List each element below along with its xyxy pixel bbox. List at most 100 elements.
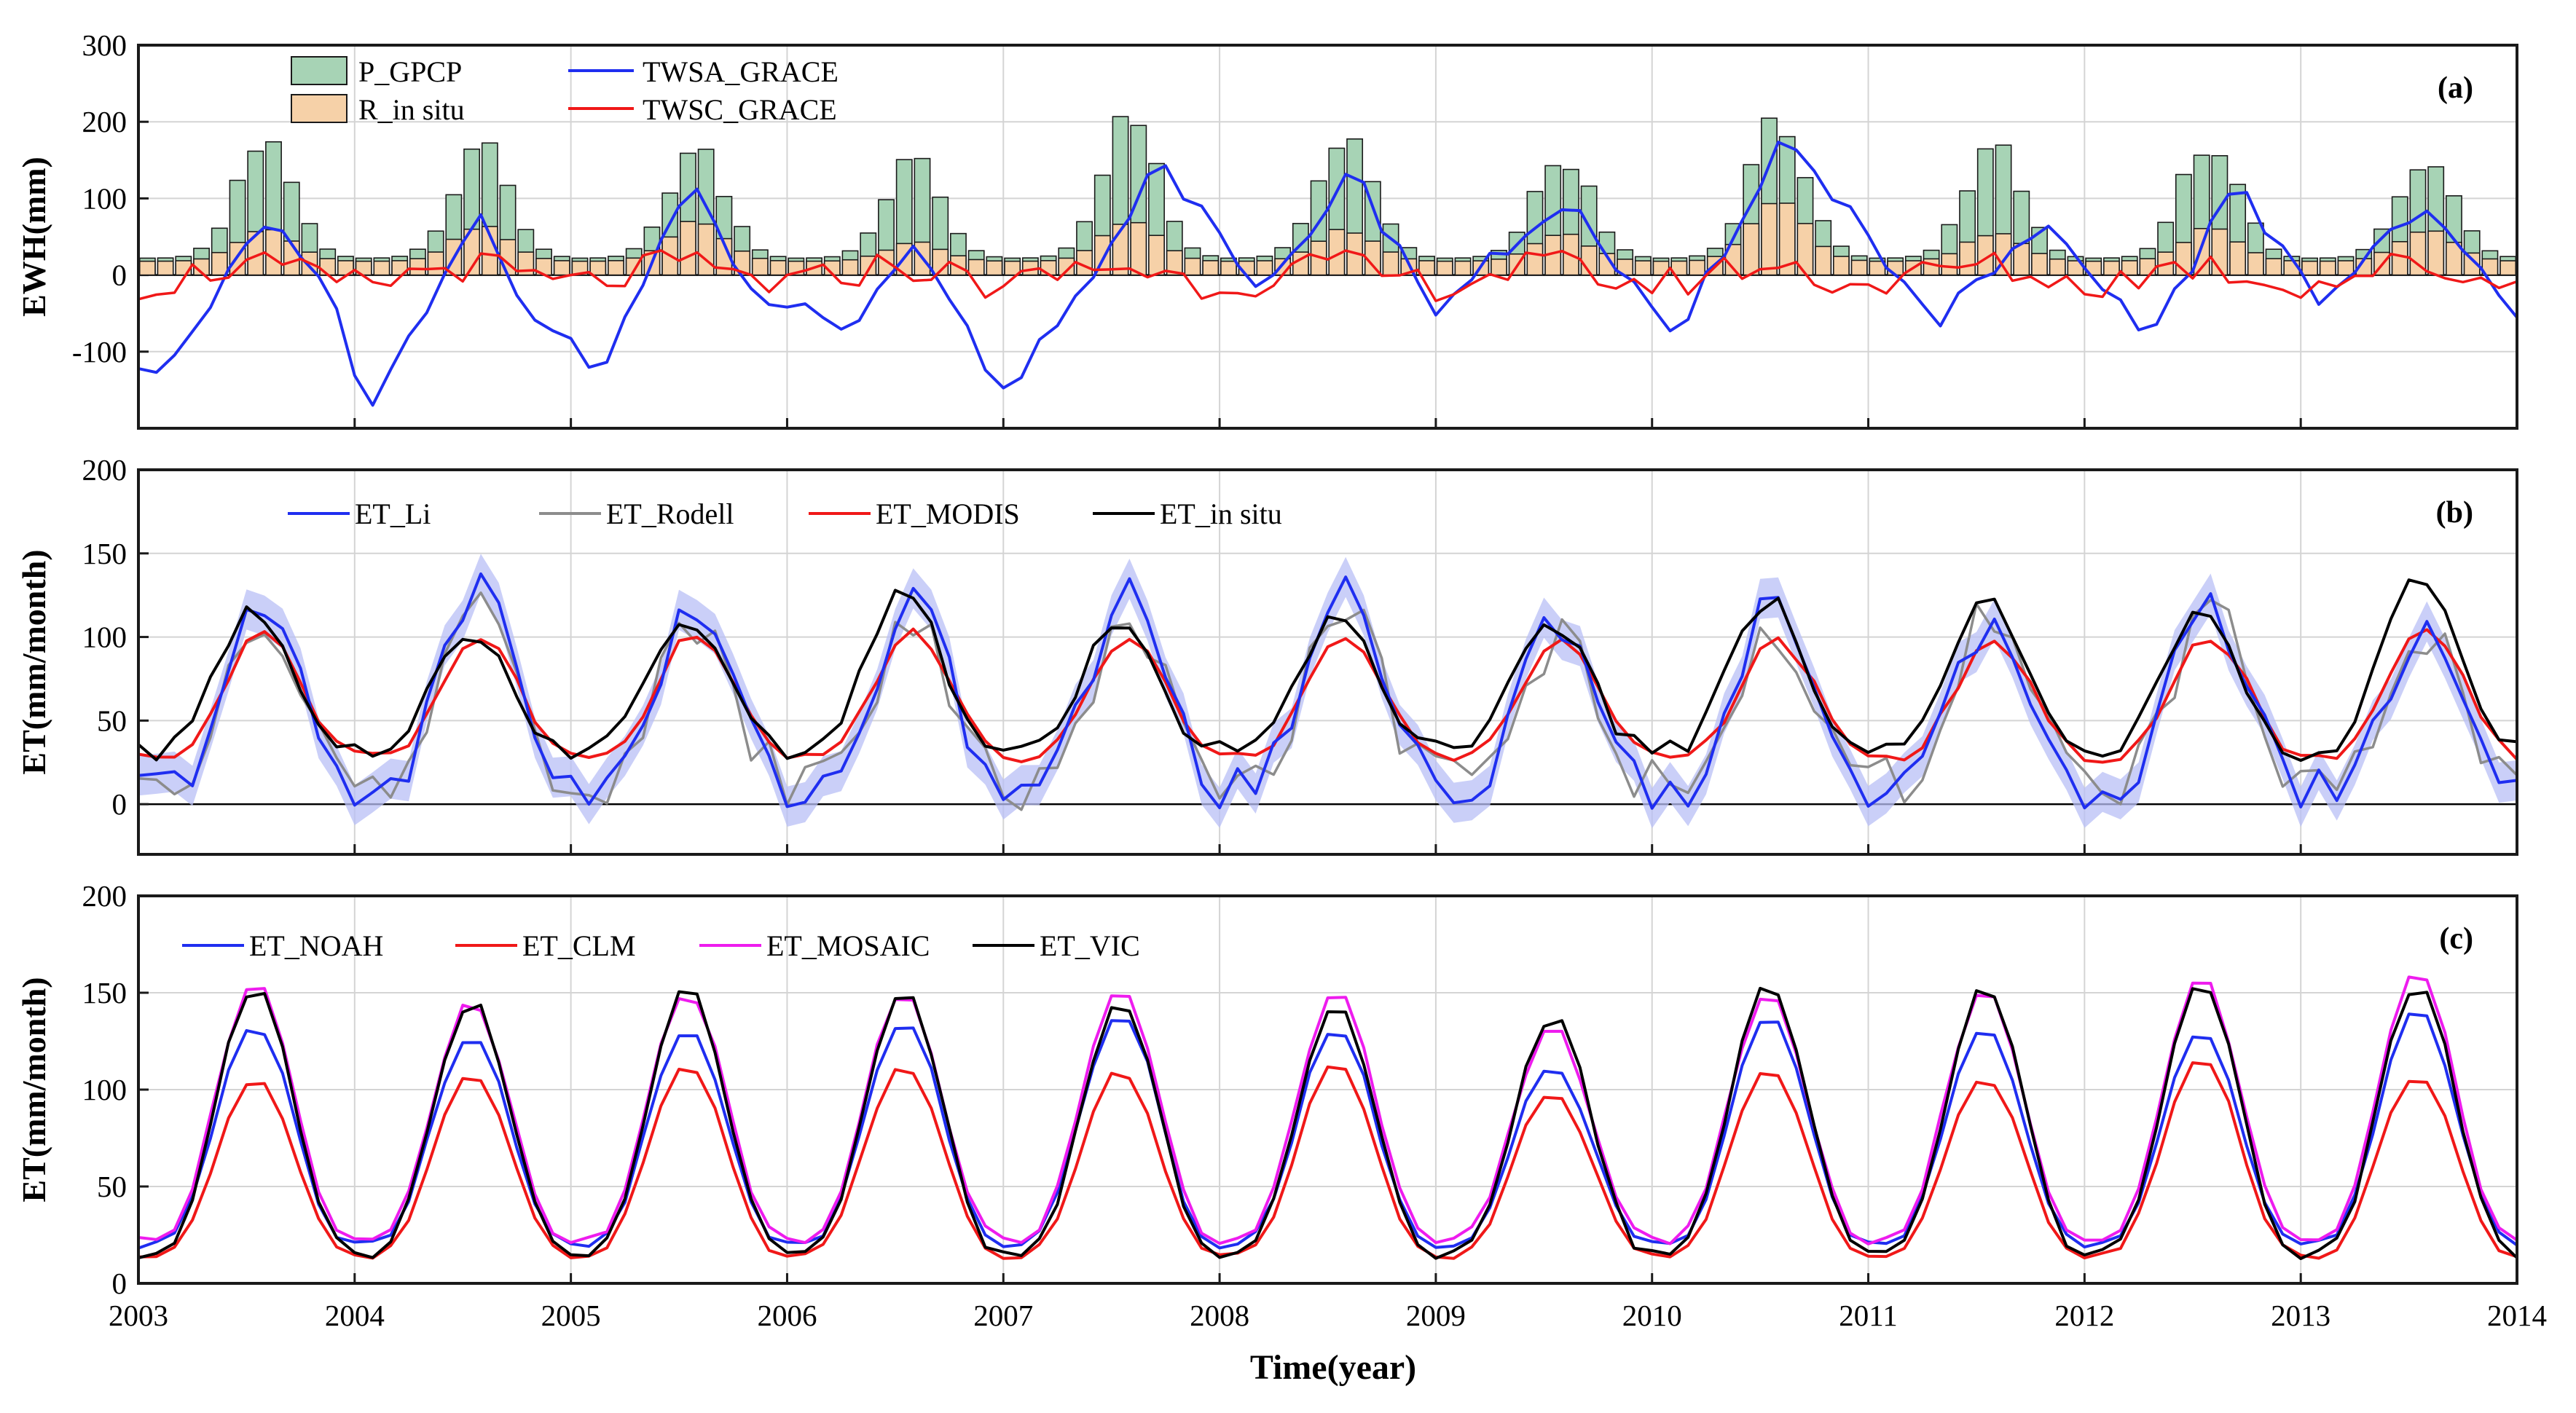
- bar-r-in-situ: [967, 259, 985, 276]
- bar-r-in-situ: [1004, 260, 1021, 276]
- bar-r-in-situ: [1436, 260, 1453, 276]
- bar-r-in-situ: [1130, 221, 1147, 276]
- legend-label: TWSC_GRACE: [643, 93, 837, 126]
- bar-r-in-situ: [2265, 258, 2282, 276]
- bar-r-in-situ: [427, 251, 444, 276]
- legend-label: ET_Li: [355, 497, 431, 530]
- series-et-in-situ: [137, 578, 2518, 762]
- legend-label: ET_Rodell: [606, 497, 734, 530]
- x-tick-label: 2005: [541, 1299, 601, 1332]
- band-et-li: [138, 554, 2517, 829]
- panel-a: -100 0 100 200 300 EWH(mm) (a) P_GPCP R_in situ T…: [15, 28, 2518, 430]
- bar-r-in-situ: [589, 260, 607, 276]
- legend-swatch: [291, 56, 347, 85]
- bar-r-in-situ: [1598, 253, 1616, 276]
- bar-r-in-situ: [1850, 259, 1868, 276]
- series-et-li: [138, 572, 2518, 810]
- panel-b: 0 50 100 150 200 ET(mm/month) (b) ET_Li ET_Rodel…: [15, 453, 2518, 856]
- legend-label: ET_MOSAIC: [766, 929, 930, 962]
- bar-r-in-situ: [986, 260, 1003, 276]
- bar-r-in-situ: [2445, 241, 2462, 276]
- y-tick-label: -100: [72, 335, 127, 369]
- bar-r-in-situ: [769, 260, 787, 276]
- bar-r-in-situ: [571, 260, 589, 276]
- panel-c: 0 50 100 150 200 ET(mm/month) (c) 2003 2004 2005 2…: [15, 879, 2547, 1332]
- series-et-vic: [138, 986, 2518, 1260]
- bar-r-in-situ: [608, 260, 624, 276]
- x-tick-label: 2013: [2271, 1299, 2330, 1332]
- bar-r-in-situ: [319, 258, 337, 276]
- series-twsa-grace: [138, 141, 2518, 407]
- bar-r-in-situ: [157, 260, 174, 276]
- series-et-clm: [138, 1061, 2518, 1260]
- bar-r-in-situ: [2319, 260, 2336, 276]
- bar-r-in-situ: [1184, 257, 1201, 276]
- y-tick-label: 0: [112, 259, 127, 292]
- legend-c: ET_NOAH ET_CLM ET_MOSAIC ET_VIC: [182, 929, 1140, 962]
- bar-r-in-situ: [2481, 258, 2499, 276]
- bar-r-in-situ: [2463, 252, 2481, 276]
- bar-r-in-situ: [1058, 257, 1075, 276]
- y-axis-label: ET(mm/month): [15, 549, 52, 774]
- y-tick-label: 200: [82, 879, 127, 913]
- legend-b: ET_Li ET_Rodell ET_MODIS ET_in situ: [288, 497, 1282, 530]
- series-et-modis: [138, 627, 2518, 764]
- bar-r-in-situ: [1491, 259, 1507, 276]
- bar-r-in-situ: [2409, 231, 2427, 276]
- bar-r-in-situ: [1761, 202, 1778, 276]
- plot-frame: [137, 44, 2518, 430]
- x-tick-label: 2007: [973, 1299, 1033, 1332]
- bar-r-in-situ: [265, 229, 282, 276]
- series-twsc-grace: [138, 249, 2518, 302]
- plot-frame: [137, 468, 2518, 856]
- y-tick-label: 150: [82, 537, 127, 570]
- bar-r-in-situ: [2031, 253, 2048, 276]
- series-et-mosaic: [138, 975, 2518, 1245]
- bar-r-in-situ: [1202, 260, 1220, 276]
- legend-label: ET_in situ: [1160, 497, 1282, 530]
- bar-r-in-situ: [1220, 260, 1237, 276]
- y-tick-label: 300: [82, 28, 127, 62]
- bar-r-in-situ: [553, 260, 570, 276]
- bar-r-in-situ: [211, 251, 228, 276]
- bar-r-in-situ: [2500, 260, 2517, 276]
- x-tick-label: 2003: [109, 1299, 168, 1332]
- panel-label: (b): [2436, 496, 2473, 530]
- bar-r-in-situ: [860, 255, 877, 276]
- bar-r-in-situ: [1418, 260, 1435, 276]
- bar-r-in-situ: [409, 258, 426, 276]
- legend-label: ET_NOAH: [249, 929, 383, 962]
- bar-r-in-situ: [1148, 235, 1165, 276]
- legend-label: TWSA_GRACE: [643, 55, 839, 88]
- plot-frame: [137, 894, 2518, 1285]
- bar-r-in-situ: [751, 257, 769, 276]
- y-tick-label: 50: [97, 704, 127, 737]
- bar-r-in-situ: [1743, 223, 1760, 276]
- bar-r-in-situ: [2427, 230, 2445, 276]
- y-axis-label: EWH(mm): [15, 157, 52, 317]
- bar-r-in-situ: [391, 260, 409, 276]
- bar-r-in-situ: [679, 221, 696, 276]
- y-tick-label: 200: [82, 453, 127, 487]
- panel-label: (a): [2438, 71, 2473, 105]
- x-tick-label: 2011: [1839, 1299, 1897, 1332]
- legend-label: ET_VIC: [1040, 929, 1140, 962]
- bar-r-in-situ: [2391, 240, 2408, 276]
- y-tick-label: 50: [97, 1170, 127, 1203]
- bar-r-in-situ: [1887, 260, 1904, 276]
- bar-r-in-situ: [1166, 250, 1183, 276]
- x-tick-label: 2004: [325, 1299, 385, 1332]
- bar-r-in-situ: [1382, 251, 1399, 276]
- legend-label: R_in situ: [358, 93, 465, 126]
- bar-r-in-situ: [841, 259, 859, 276]
- bar-r-in-situ: [1815, 245, 1832, 276]
- legend-label: P_GPCP: [358, 55, 462, 88]
- bar-r-in-situ: [2121, 260, 2138, 276]
- bar-r-in-situ: [2301, 260, 2318, 276]
- y-axis-label: ET(mm/month): [15, 977, 52, 1202]
- bar-r-in-situ: [1689, 259, 1706, 276]
- x-tick-label: 2008: [1190, 1299, 1249, 1332]
- series-et-rodell: [138, 591, 2518, 811]
- bar-r-in-situ: [1923, 258, 1940, 276]
